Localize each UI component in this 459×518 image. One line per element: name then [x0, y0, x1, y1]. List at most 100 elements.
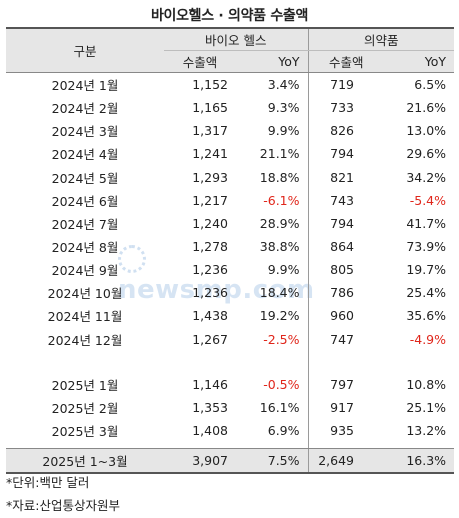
row-label: 2024년 7월 [51, 216, 119, 232]
row-label: 2025년 1월 [51, 377, 119, 393]
bio-export-cell: 1,240 [192, 215, 228, 231]
bio-yoy-cell: 9.3% [267, 100, 300, 116]
bio-export-cell: 1,241 [192, 146, 228, 162]
table-header: 구분 바이오 헬스 의약품 수출액 YoY 수출액 YoY [6, 27, 455, 73]
section-gap [6, 350, 454, 373]
table-row: 2024년 11월 1,438 19.2% 960 35.6% [6, 304, 454, 328]
total-pharma-yoy: 16.3% [384, 448, 455, 475]
pharma-yoy-cell: 13.2% [406, 423, 447, 439]
bio-yoy-cell: 38.8% [259, 239, 300, 255]
table-row: 2024년 8월 1,278 38.8% 864 73.9% [6, 234, 454, 259]
bio-yoy-cell: -0.5% [263, 376, 300, 392]
row-label: 2024년 5월 [51, 170, 119, 186]
pharma-export-cell: 794 [307, 211, 385, 235]
pharma-yoy-cell: 41.7% [406, 215, 447, 231]
row-label: 2024년 9월 [51, 263, 119, 279]
pharma-yoy-cell: -4.9% [409, 331, 447, 347]
pharma-yoy-cell: 29.6% [406, 146, 447, 162]
table-row: 2024년 1월 1,152 3.4% 719 6.5% [6, 72, 454, 97]
header-group-bio: 바이오 헬스 [164, 27, 309, 51]
rows-2024: 2024년 1월 1,152 3.4% 719 6.5% 2024년 2월 1,165 9.3… [6, 72, 454, 351]
total-section: 2025년 1~3월 3,907 7.5% 2,649 16.3% [6, 448, 455, 475]
pharma-yoy-cell: 6.5% [414, 77, 447, 93]
pharma-export-cell: 747 [307, 327, 385, 351]
bio-yoy-cell: 9.9% [267, 123, 300, 139]
pharma-export-cell: 794 [307, 142, 385, 166]
pharma-yoy-cell: 21.6% [406, 100, 447, 116]
bio-export-cell: 1,438 [192, 308, 228, 324]
total-gap [6, 442, 455, 450]
bio-export-cell: 1,317 [192, 123, 228, 139]
bio-yoy-cell: 18.4% [259, 285, 300, 301]
table-row: 2024년 6월 1,217 -6.1% 743 -5.4% [6, 188, 454, 212]
bio-yoy-cell: 6.9% [267, 423, 300, 439]
gap-row [6, 442, 455, 450]
bio-export-cell: 1,236 [192, 262, 228, 278]
row-label: 2024년 2월 [51, 101, 119, 117]
bio-yoy-cell: 28.9% [259, 215, 300, 231]
source-note: *자료:산업통상자원부 [6, 498, 120, 513]
bio-export-cell: 1,165 [192, 100, 228, 116]
export-table: 구분 바이오 헬스 의약품 수출액 YoY 수출액 YoY 2024년 1월 1,… [6, 27, 455, 475]
bio-export-cell: 1,152 [192, 77, 228, 93]
row-label: 2025년 2월 [51, 400, 119, 416]
bio-yoy-cell: 9.9% [267, 262, 300, 278]
pharma-yoy-cell: 25.1% [406, 399, 447, 415]
table-row: 2024년 9월 1,236 9.9% 805 19.7% [6, 258, 454, 282]
pharma-export-cell: 805 [307, 258, 385, 282]
total-label: 2025년 1~3월 [6, 448, 164, 475]
header-bio-export: 수출액 [164, 50, 236, 73]
header-pharma-export: 수출액 [307, 50, 385, 73]
table-row: 2024년 10월 1,236 18.4% 786 25.4% [6, 281, 454, 305]
table-row: 2025년 3월 1,408 6.9% 935 13.2% [6, 418, 454, 443]
pharma-yoy-cell: 13.0% [406, 123, 447, 139]
pharma-yoy-cell: 10.8% [406, 376, 447, 392]
bio-yoy-cell: 21.1% [259, 146, 300, 162]
pharma-export-cell: 786 [307, 281, 385, 305]
total-bio-export: 3,907 [164, 448, 236, 475]
table-row: 2024년 3월 1,317 9.9% 826 13.0% [6, 119, 454, 143]
table-row: 2025년 1월 1,146 -0.5% 797 10.8% [6, 372, 454, 396]
table-row: 2024년 2월 1,165 9.3% 733 21.6% [6, 96, 454, 120]
header-group-pharma: 의약품 [307, 27, 455, 51]
pharma-export-cell: 743 [307, 188, 385, 212]
table-row: 2025년 2월 1,353 16.1% 917 25.1% [6, 395, 454, 419]
total-pharma-export: 2,649 [307, 448, 385, 475]
bio-yoy-cell: -2.5% [263, 331, 300, 347]
row-label: 2024년 6월 [51, 193, 119, 209]
pharma-yoy-cell: 19.7% [406, 262, 447, 278]
row-label: 2024년 8월 [51, 240, 119, 256]
pharma-export-cell: 935 [307, 418, 385, 443]
table-row: 2024년 12월 1,267 -2.5% 747 -4.9% [6, 327, 454, 351]
pharma-export-cell: 821 [307, 165, 385, 189]
bio-yoy-cell: 18.8% [259, 169, 300, 185]
row-label: 2024년 1월 [51, 78, 119, 94]
bio-export-cell: 1,353 [192, 399, 228, 415]
spacer-row [6, 350, 454, 373]
bio-export-cell: 1,236 [192, 285, 228, 301]
row-label: 2025년 3월 [51, 424, 119, 440]
row-label: 2024년 3월 [51, 124, 119, 140]
bio-yoy-cell: 16.1% [259, 399, 300, 415]
pharma-export-cell: 960 [307, 304, 385, 328]
pharma-yoy-cell: 25.4% [406, 285, 447, 301]
pharma-export-cell: 826 [307, 119, 385, 143]
table-row: 2024년 7월 1,240 28.9% 794 41.7% [6, 211, 454, 235]
row-label: 2024년 10월 [47, 286, 123, 302]
row-label: 2024년 12월 [47, 332, 123, 348]
unit-note: *단위:백만 달러 [6, 475, 90, 490]
bio-export-cell: 1,293 [192, 169, 228, 185]
bio-yoy-cell: 19.2% [259, 308, 300, 324]
table-row: 2024년 5월 1,293 18.8% 821 34.2% [6, 165, 454, 189]
pharma-yoy-cell: 34.2% [406, 169, 447, 185]
pharma-yoy-cell: 35.6% [406, 308, 447, 324]
header-row-label: 구분 [6, 27, 164, 73]
total-bio-yoy: 7.5% [236, 448, 309, 475]
bio-export-cell: 1,146 [192, 376, 228, 392]
pharma-export-cell: 719 [307, 72, 385, 97]
rows-2025: 2025년 1월 1,146 -0.5% 797 10.8% 2025년 2월 1,353 1… [6, 372, 454, 443]
header-pharma-yoy: YoY [384, 50, 455, 73]
bio-export-cell: 1,267 [192, 331, 228, 347]
pharma-export-cell: 797 [307, 372, 385, 396]
bio-export-cell: 1,408 [192, 423, 228, 439]
